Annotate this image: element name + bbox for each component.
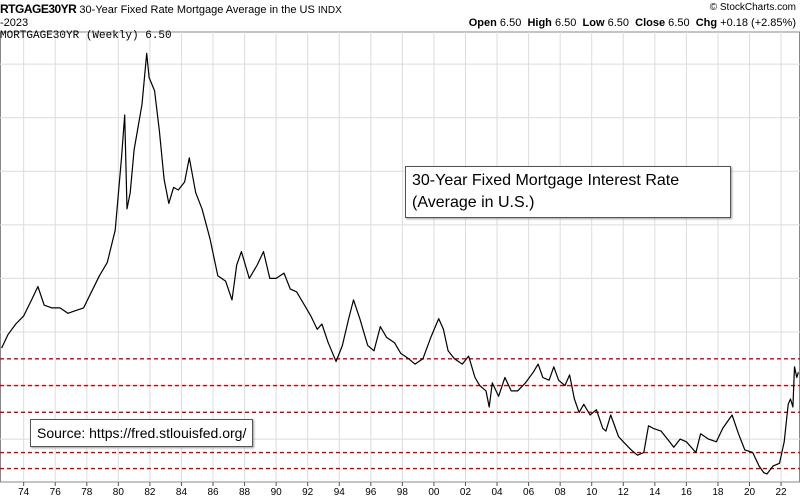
open-value: 6.50 xyxy=(499,17,522,29)
high-value: 6.50 xyxy=(554,17,577,29)
annotation-title-line1: 30-Year Fixed Mortgage Interest Rate xyxy=(412,172,680,189)
x-tick-label: 92 xyxy=(302,487,314,498)
x-tick-label: 80 xyxy=(113,487,125,498)
ohlc-readout: Open 6.50 High 6.50 Low 6.50 Close 6.50 … xyxy=(469,17,796,29)
x-tick-label: 82 xyxy=(144,487,156,498)
credit-label: © StockCharts.com xyxy=(709,2,796,13)
description-label: 30-Year Fixed Rate Mortgage Average in t… xyxy=(79,4,315,16)
x-tick-label: 02 xyxy=(460,487,472,498)
x-tick-label: 20 xyxy=(744,487,756,498)
exchange-label: INDX xyxy=(317,5,342,16)
x-tick-label: 16 xyxy=(681,487,693,498)
x-tick-label: 88 xyxy=(239,487,251,498)
close-label: Close xyxy=(635,17,666,29)
symbol-label: RTGAGE30YR xyxy=(0,2,77,16)
x-tick-label: 06 xyxy=(523,487,535,498)
x-tick-label: 96 xyxy=(365,487,377,498)
x-tick-label: 86 xyxy=(207,487,219,498)
x-tick-label: 14 xyxy=(649,487,661,498)
high-label: High xyxy=(527,17,552,29)
open-label: Open xyxy=(468,17,497,29)
annotation-source-box: Source: https://fred.stlouisfed.org/ xyxy=(30,419,254,447)
x-tick-label: 98 xyxy=(397,487,409,498)
x-tick-label: 04 xyxy=(491,487,503,498)
x-tick-label: 12 xyxy=(618,487,630,498)
annotation-title-line2: (Average in U.S.) xyxy=(412,194,535,211)
annotation-title-box: 30-Year Fixed Mortgage Interest Rate (Av… xyxy=(405,166,731,218)
series-legend: MORTGAGE30YR (Weekly) 6.50 xyxy=(0,30,172,42)
x-tick-label: 76 xyxy=(50,487,62,498)
low-label: Low xyxy=(582,17,605,29)
x-tick-label: 84 xyxy=(176,487,188,498)
chart-header: RTGAGE30YR 30-Year Fixed Rate Mortgage A… xyxy=(0,0,800,32)
source-text: Source: https://fred.stlouisfed.org/ xyxy=(37,425,247,441)
chg-value: +0.18 (+2.85%) xyxy=(720,17,796,29)
x-tick-label: 08 xyxy=(555,487,567,498)
x-tick-label: 10 xyxy=(586,487,598,498)
x-tick-label: 90 xyxy=(271,487,283,498)
series-line xyxy=(1,52,799,475)
x-tick-label: 94 xyxy=(334,487,346,498)
x-tick-label: 74 xyxy=(18,487,30,498)
chg-label: Chg xyxy=(695,17,718,29)
low-value: 6.50 xyxy=(607,17,629,29)
x-tick-label: 00 xyxy=(428,487,440,498)
date-label: -2023 xyxy=(0,17,29,29)
header-title-line: RTGAGE30YR 30-Year Fixed Rate Mortgage A… xyxy=(0,2,342,16)
x-tick-label: 18 xyxy=(712,487,724,498)
x-tick-label: 78 xyxy=(81,487,93,498)
close-value: 6.50 xyxy=(668,17,690,29)
x-tick-label: 22 xyxy=(776,487,788,498)
plot-frame xyxy=(0,31,800,483)
